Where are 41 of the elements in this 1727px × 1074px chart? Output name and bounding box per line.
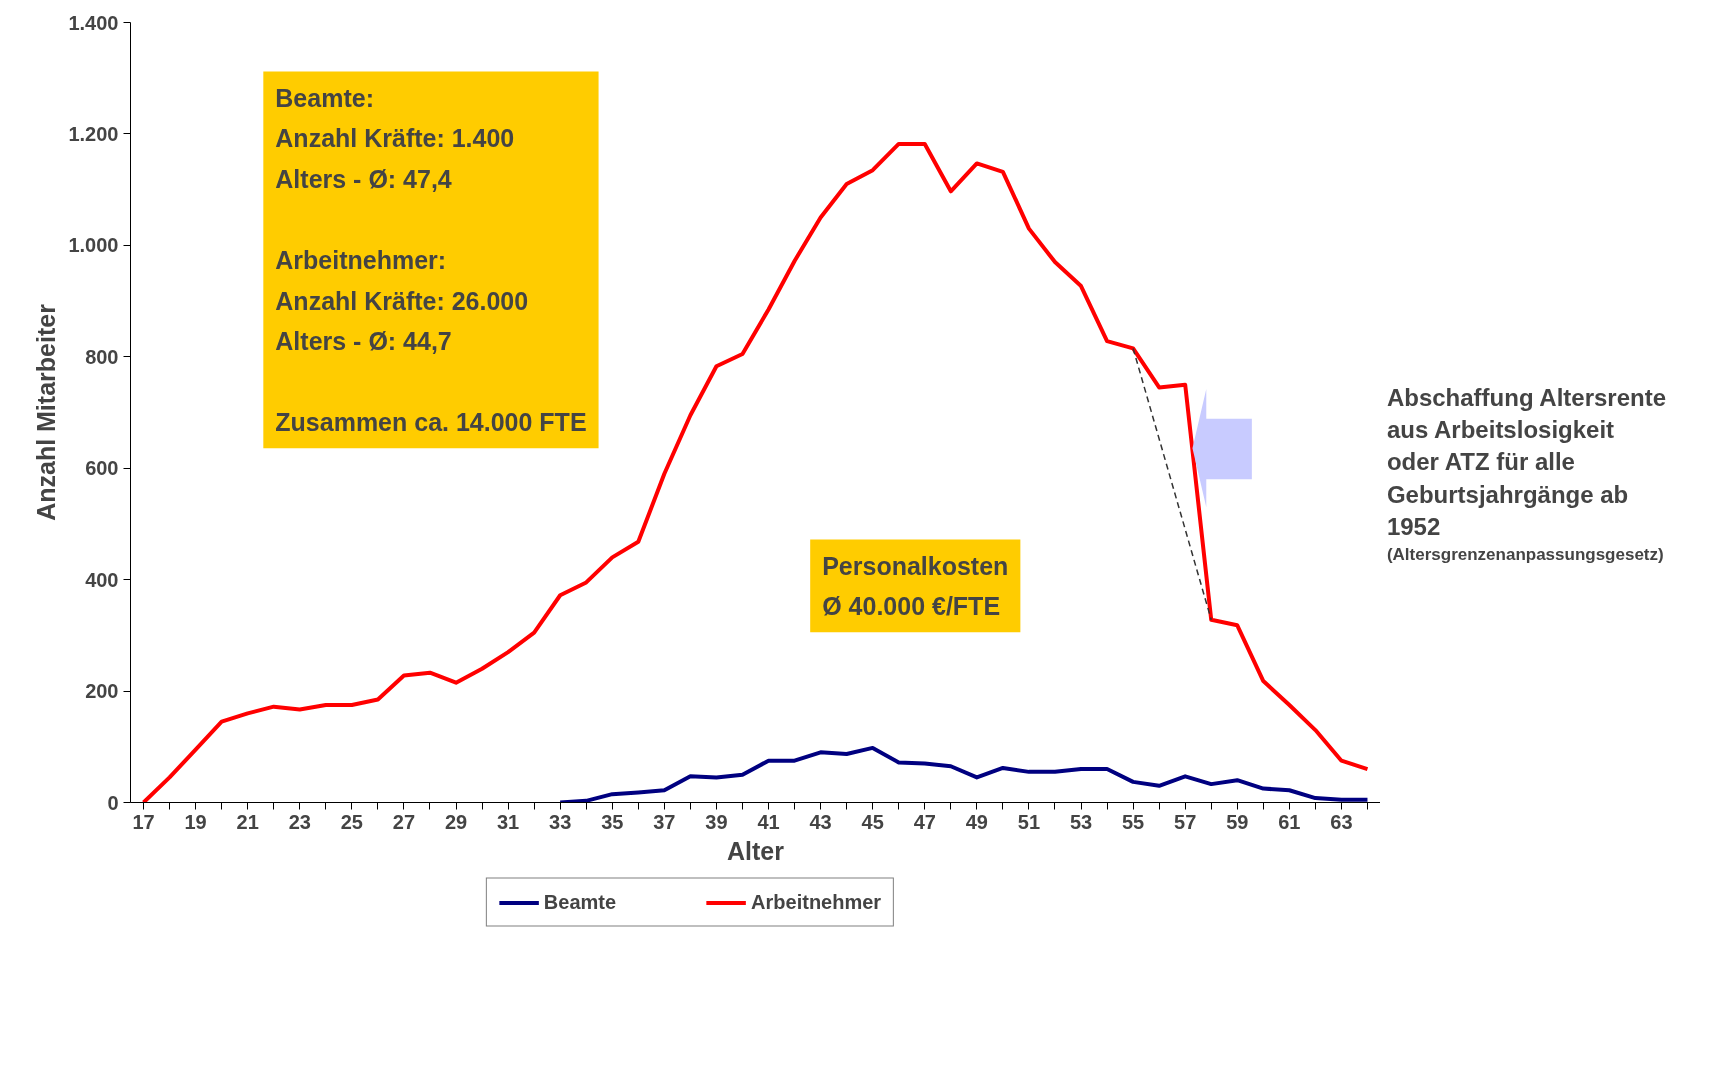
x-tick-label: 21 [236,810,259,833]
legend-label: Beamte [543,890,617,914]
text: Abschaffung Altersrente aus Arbeitslosigkeit oder ATZ für alle Geburtsjahrgänge ab 1952 [1386,383,1667,541]
line-series [558,745,1370,803]
y-tick-label: 1.400 [68,11,119,34]
x-tick-label: 45 [861,810,884,833]
x-tick-label: 23 [288,810,311,833]
y-tick-label: 200 [85,680,119,703]
x-tick-label: 61 [1278,810,1301,833]
x-tick-label: 47 [913,810,936,833]
x-tick-label: 39 [705,810,728,833]
x-tick-label: 37 [653,810,676,833]
x-tick-label: 33 [549,810,572,833]
x-tick-label: 57 [1174,810,1197,833]
x-tick-label: 59 [1226,810,1249,833]
y-tick-label: 400 [85,568,119,591]
x-tick-label: 51 [1017,810,1041,833]
x-tick-label: 27 [392,810,416,833]
x-tick-label: 41 [757,810,780,833]
x-tick-label: 43 [809,810,832,833]
y-tick-label: 600 [85,457,119,480]
x-axis-title: Alter [727,836,785,865]
y-tick-label: 1.000 [68,234,119,257]
x-tick-label: 49 [965,810,988,833]
x-tick-label: 53 [1069,810,1093,833]
text: Beamte: Anzahl Kräfte: 1.400 Alters - Ø: 47,4 Arbeitnehmer: Anzahl Kräfte: 26.000 Alters - Ø: 44,7 Zusammen ca. 14.000 FTE [275,83,587,437]
annotation: Personalkosten Ø 40.000 €/FTE [822,551,1009,621]
y-axis-title: Anzahl Mitarbeiter [32,303,61,521]
y-tick-label: 0 [107,791,119,814]
text: (Altersgrenzenanpassungsgesetz) [1386,545,1664,565]
y-tick-label: 1.200 [68,122,119,145]
x-tick-label: 19 [184,810,207,833]
x-tick-label: 35 [601,810,624,833]
x-tick-label: 17 [132,810,155,833]
x-tick-label: 31 [496,810,520,833]
x-tick-label: 29 [444,810,468,833]
x-tick-label: 63 [1330,810,1353,833]
x-tick-label: 25 [340,810,363,833]
legend-label: Arbeitnehmer [751,890,882,914]
y-tick-label: 800 [85,345,119,368]
x-tick-label: 55 [1121,810,1145,833]
